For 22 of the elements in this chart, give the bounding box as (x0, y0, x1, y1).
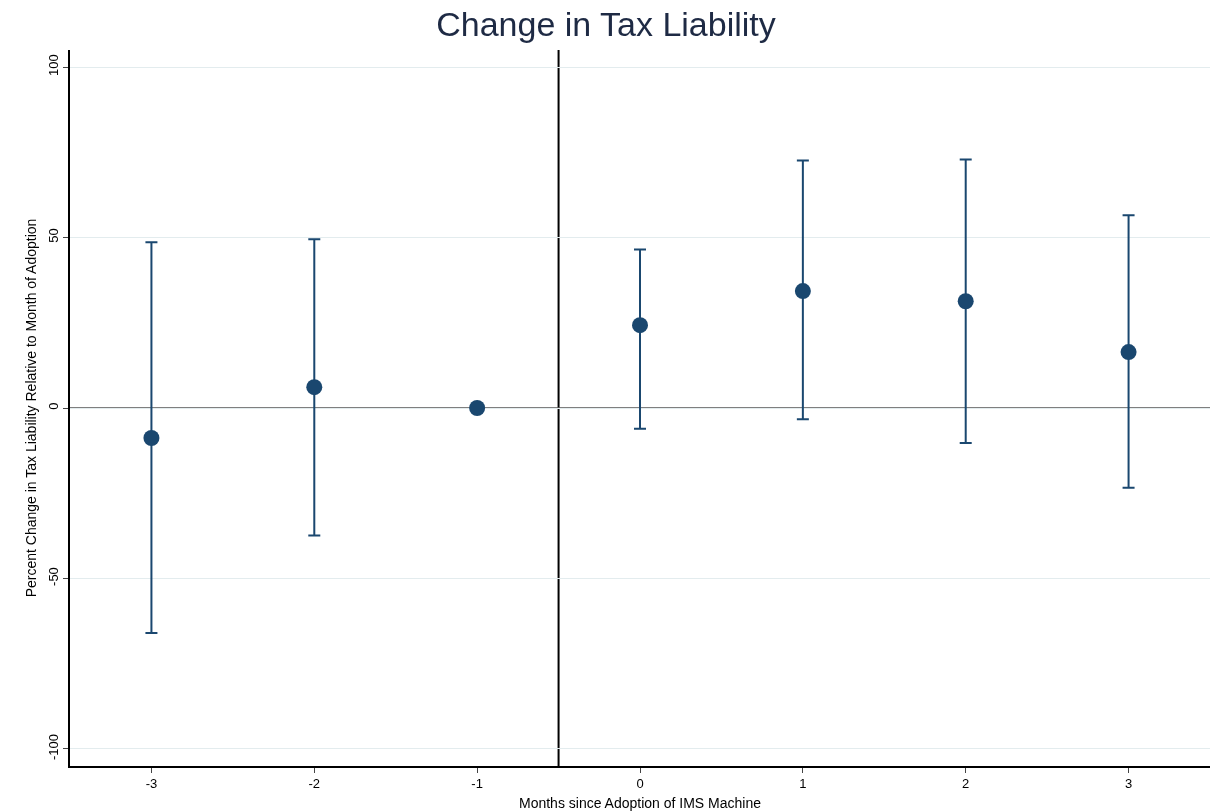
x-tick-label: 3 (1124, 776, 1133, 792)
y-tick-label: 50 (46, 228, 62, 243)
point (794, 283, 811, 300)
x-tick-label: 1 (799, 776, 807, 792)
chart-title: Change in Tax Liability (436, 4, 776, 43)
x-tick-label: -3 (145, 776, 158, 792)
y-tick-label: -100 (46, 733, 62, 761)
x-tick-label: 0 (636, 776, 644, 792)
y-axis-title: Percent Change in Tax Liability Relative to Month of Adoption (23, 218, 40, 598)
x-axis-title: Months since Adoption of IMS Machine (518, 795, 762, 811)
y-tick-label: 100 (46, 54, 62, 76)
x-tick-label: 2 (962, 776, 970, 792)
point (632, 317, 648, 334)
y-tick-label: 0 (46, 402, 62, 410)
point (1120, 344, 1137, 361)
point (957, 293, 974, 310)
point (306, 379, 323, 396)
x-tick-label: -2 (308, 776, 321, 792)
x-tick-label: -1 (471, 776, 483, 792)
point (143, 430, 160, 446)
y-tick-label: -50 (46, 567, 62, 586)
point (469, 400, 486, 416)
